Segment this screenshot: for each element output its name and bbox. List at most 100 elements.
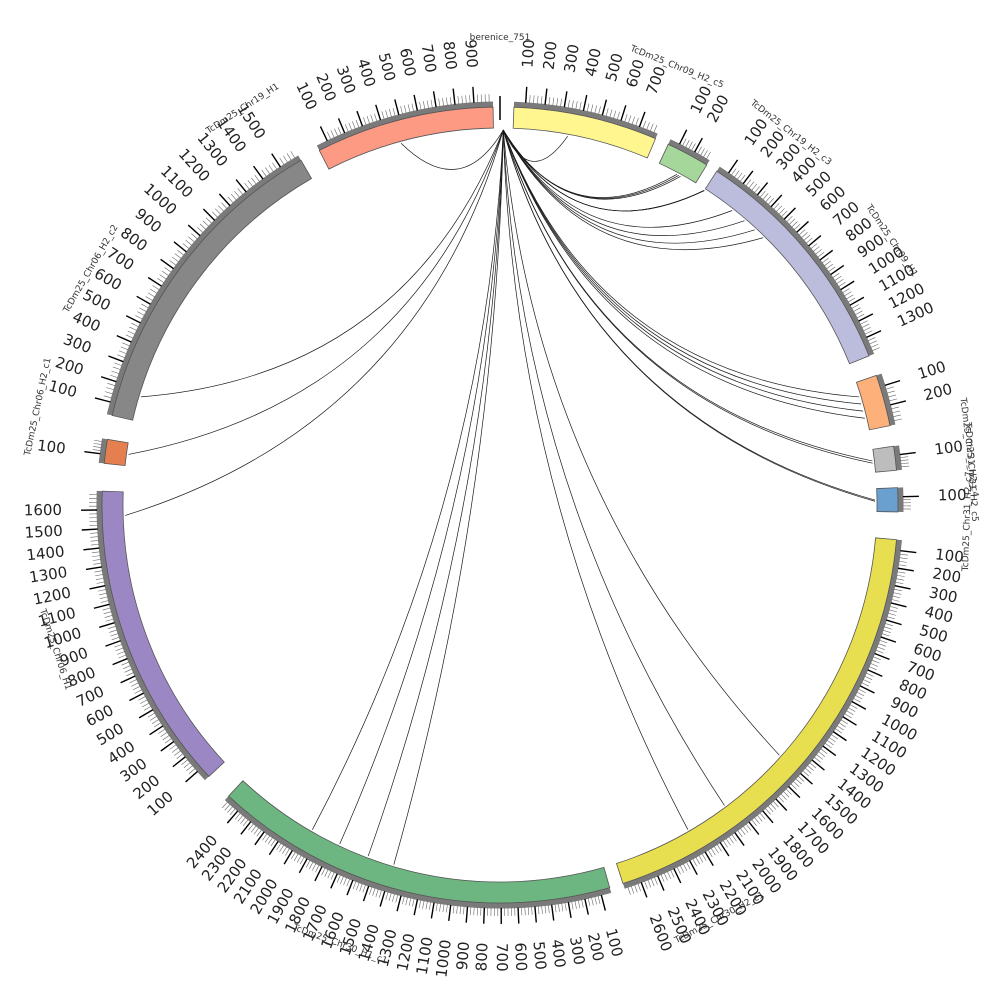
tick-label: 700: [418, 43, 440, 74]
minor-tick: [438, 98, 441, 107]
minor-tick: [853, 698, 861, 703]
major-tick: [413, 94, 419, 111]
minor-tick: [725, 838, 731, 846]
major-tick: [719, 842, 730, 857]
scale-bar: [513, 101, 658, 141]
minor-tick: [872, 347, 880, 351]
tick-label: 300: [561, 43, 583, 74]
major-tick: [362, 885, 370, 902]
major-tick: [185, 770, 199, 783]
minor-tick: [104, 391, 113, 395]
minor-tick: [93, 446, 102, 448]
minor-tick: [731, 168, 737, 176]
minor-tick: [143, 706, 152, 711]
minor-tick: [330, 872, 335, 880]
major-tick: [346, 879, 354, 896]
minor-tick: [795, 778, 802, 785]
major-tick: [811, 759, 825, 771]
major-tick: [100, 376, 117, 383]
minor-tick: [446, 904, 448, 913]
minor-tick: [768, 198, 774, 205]
minor-tick: [215, 208, 221, 215]
major-tick: [748, 821, 760, 835]
minor-tick: [102, 607, 111, 611]
minor-tick: [224, 804, 231, 811]
minor-tick: [617, 111, 620, 120]
major-tick: [337, 118, 346, 134]
major-tick: [756, 182, 769, 196]
major-tick: [105, 640, 121, 647]
minor-tick: [315, 864, 320, 873]
segment-tcdm25-chr30-h1-c1: 1002003004005006007008009001000110012001…: [183, 780, 627, 979]
minor-tick: [234, 191, 240, 198]
tick-label: 1500: [24, 522, 63, 542]
minor-tick: [685, 140, 690, 148]
minor-tick: [634, 884, 638, 893]
link-ribbon: [312, 129, 504, 830]
minor-tick: [594, 105, 597, 114]
major-tick: [235, 179, 247, 193]
major-tick: [832, 731, 847, 742]
minor-tick: [529, 95, 531, 104]
major-tick: [330, 873, 338, 889]
minor-tick: [832, 272, 840, 278]
minor-tick: [276, 843, 282, 851]
minor-tick: [802, 770, 810, 777]
minor-tick: [218, 205, 225, 212]
minor-tick: [686, 862, 691, 870]
tick-label: 600: [511, 942, 530, 971]
minor-tick: [191, 233, 198, 240]
major-tick: [149, 725, 164, 736]
minor-tick: [885, 386, 894, 390]
minor-tick: [889, 606, 898, 609]
major-tick: [600, 894, 607, 911]
minor-tick: [700, 148, 705, 156]
minor-tick: [765, 808, 771, 815]
major-tick: [268, 841, 279, 856]
minor-tick: [465, 95, 467, 104]
major-tick: [173, 241, 187, 253]
minor-tick: [897, 571, 906, 574]
major-tick: [550, 904, 555, 921]
link-ribbon: [502, 129, 745, 237]
major-tick: [116, 334, 132, 343]
major-tick: [762, 810, 774, 824]
minor-tick: [544, 905, 547, 914]
tick-label: 100: [938, 486, 967, 505]
minor-tick: [164, 738, 172, 744]
minor-tick: [366, 116, 370, 124]
ideogram-arc: [101, 490, 225, 778]
link-ribbon: [339, 130, 504, 845]
minor-tick: [449, 96, 452, 106]
minor-tick: [898, 564, 907, 567]
minor-tick: [789, 218, 796, 225]
link-ribbon: [502, 129, 862, 405]
tick-label: 300: [566, 935, 589, 966]
minor-tick: [279, 157, 285, 165]
minor-tick: [285, 848, 290, 856]
minor-tick: [740, 174, 746, 182]
minor-tick: [267, 837, 273, 845]
minor-tick: [574, 900, 577, 909]
minor-tick: [751, 819, 757, 827]
minor-tick: [875, 649, 884, 654]
tick-label: 200: [584, 931, 608, 963]
minor-tick: [385, 892, 389, 900]
minor-tick: [106, 387, 114, 391]
minor-tick: [697, 146, 702, 154]
minor-tick: [860, 320, 868, 325]
minor-tick: [813, 246, 820, 252]
minor-tick: [405, 897, 408, 906]
minor-tick: [135, 315, 143, 320]
major-tick: [842, 716, 857, 726]
minor-tick: [798, 229, 806, 236]
minor-tick: [229, 808, 236, 815]
minor-tick: [131, 682, 139, 687]
minor-tick: [899, 553, 908, 556]
minor-tick: [282, 846, 287, 854]
minor-tick: [196, 226, 204, 233]
minor-tick: [836, 278, 844, 284]
minor-tick: [884, 626, 892, 630]
minor-tick: [247, 180, 254, 187]
